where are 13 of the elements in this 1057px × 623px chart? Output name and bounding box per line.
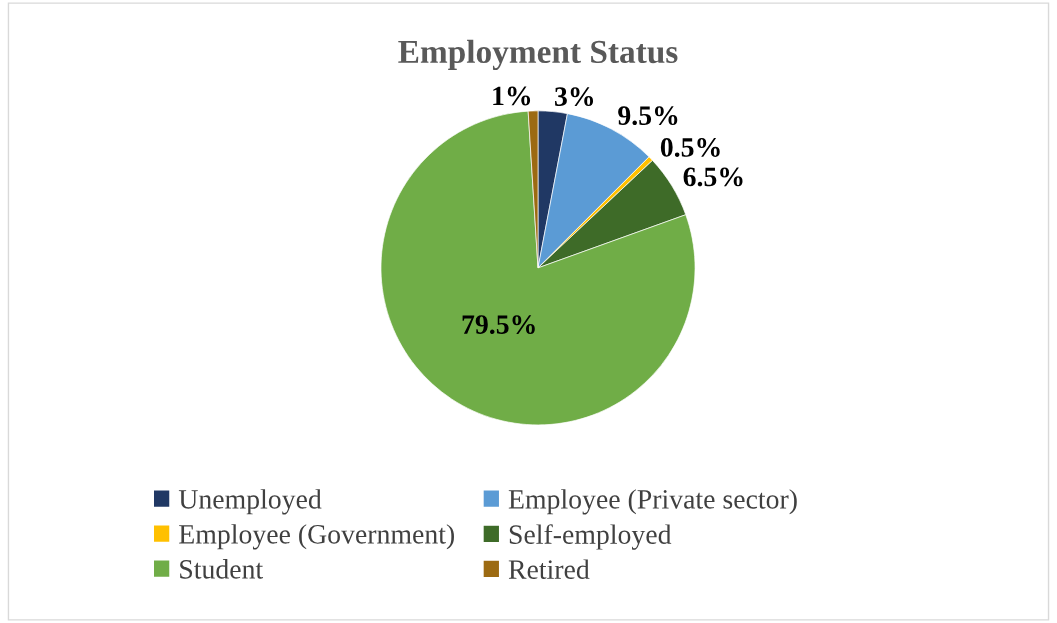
- legend-label: Self-employed: [509, 524, 672, 550]
- legend-label: Employee (Private sector): [508, 489, 797, 515]
- data-label: 79.5%: [462, 315, 535, 335]
- legend-label: Unemployed: [178, 489, 322, 515]
- data-label: 6.5%: [683, 167, 743, 187]
- data-label: 9.5%: [618, 106, 678, 126]
- legend-label: Student: [180, 559, 264, 579]
- chart-title: Employment Status: [398, 39, 678, 70]
- data-label: 1%: [493, 86, 531, 106]
- data-label: 3%: [555, 87, 594, 107]
- data-label: 0.5%: [660, 138, 720, 157]
- legend-label: Retired: [508, 559, 590, 579]
- legend-label: Employee (Government): [179, 524, 454, 550]
